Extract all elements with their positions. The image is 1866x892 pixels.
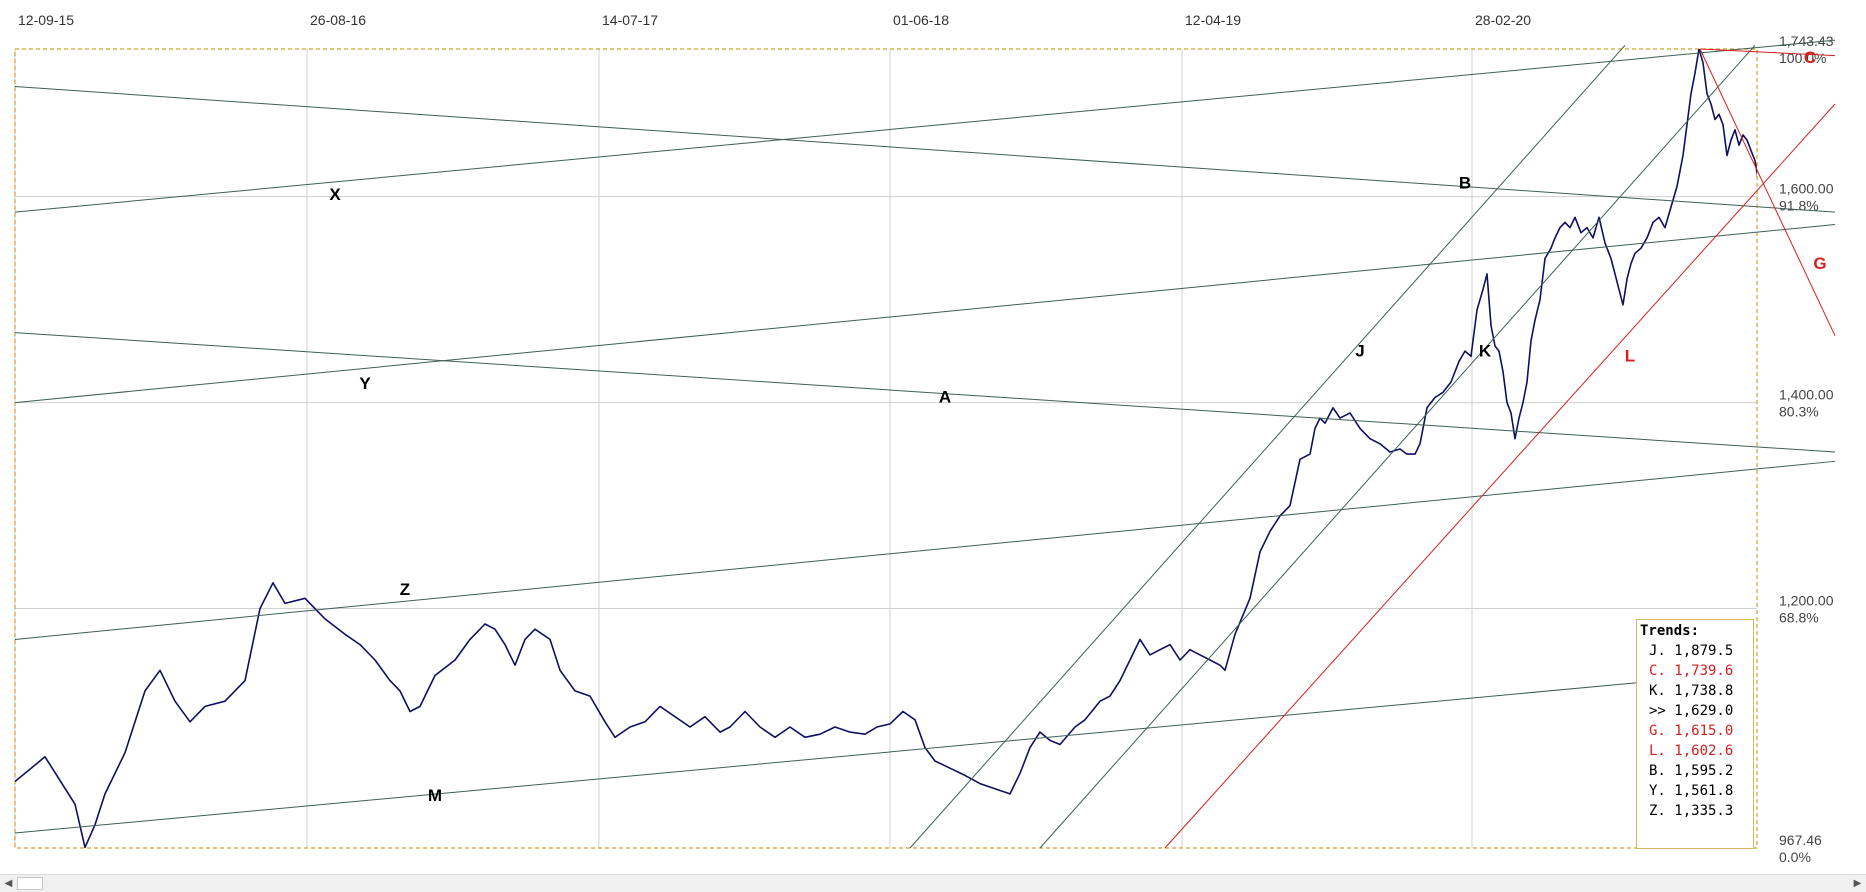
trend-label-L: L — [1625, 346, 1635, 365]
horizontal-scrollbar[interactable]: ◀ ▶ — [0, 874, 1866, 892]
percent-label: 68.8% — [1779, 610, 1819, 626]
trend-line-A — [14, 332, 1836, 453]
trend-line-Y — [14, 223, 1836, 404]
scroll-thumb[interactable] — [17, 877, 43, 890]
trend-label-A: A — [939, 388, 951, 407]
y-axis-label: 1,600.00 — [1779, 181, 1834, 197]
trend-label-K: K — [1479, 341, 1492, 360]
scroll-left-icon[interactable]: ◀ — [4, 878, 13, 889]
date-label: 28-02-20 — [1475, 12, 1531, 28]
trends-title: Trends: — [1640, 623, 1700, 639]
percent-label: 100.0% — [1779, 50, 1826, 66]
trend-line-X — [14, 39, 1836, 213]
trend-line-Z — [14, 460, 1836, 640]
trend-row: Y. 1,561.8 — [1649, 783, 1734, 799]
trends-panel: Trends: J. 1,879.5 C. 1,739.6 K. 1,738.8 >>… — [1636, 619, 1754, 849]
trend-line-M — [14, 674, 1716, 834]
trend-label-B: B — [1459, 173, 1471, 192]
y-axis-label: 1,400.00 — [1779, 387, 1834, 403]
trend-line-L — [1164, 103, 1836, 849]
trend-label-Z: Z — [400, 580, 410, 599]
trend-row: J. 1,879.5 — [1649, 643, 1734, 659]
trend-label-Y: Y — [359, 374, 371, 393]
price-line — [15, 49, 1757, 848]
trend-line-C — [1699, 48, 1836, 57]
date-label: 12-04-19 — [1185, 12, 1241, 28]
trend-row: B. 1,595.2 — [1649, 763, 1734, 779]
percent-label: 80.3% — [1779, 404, 1819, 420]
y-axis-label: 1,743.43 — [1779, 33, 1834, 49]
trend-row: C. 1,739.6 — [1649, 663, 1734, 679]
trend-line-K — [1039, 44, 1756, 849]
plot-frame — [14, 48, 1758, 849]
trend-line-G — [1699, 48, 1836, 336]
trend-row: K. 1,738.8 — [1649, 683, 1734, 699]
trend-lines-group — [15, 49, 1757, 848]
trends-list: J. 1,879.5 C. 1,739.6 K. 1,738.8 >> 1,629.0… — [1639, 641, 1753, 821]
date-label: 14-07-17 — [602, 12, 658, 28]
trend-row: >> 1,629.0 — [1649, 703, 1734, 719]
trend-label-J: J — [1355, 341, 1364, 360]
y-axis-label: 967.46 — [1779, 832, 1822, 848]
trend-row: L. 1,602.6 — [1649, 743, 1734, 759]
scroll-right-icon[interactable]: ▶ — [1853, 878, 1862, 889]
trend-label-X: X — [329, 185, 341, 204]
date-label: 01-06-18 — [893, 12, 949, 28]
trend-label-M: M — [428, 786, 442, 805]
trend-row: Z. 1,335.3 — [1649, 803, 1734, 819]
percent-label: 0.0% — [1779, 849, 1811, 865]
percent-label: 91.8% — [1779, 198, 1819, 214]
date-label: 12-09-15 — [18, 12, 74, 28]
date-label: 26-08-16 — [310, 12, 366, 28]
trend-line-B — [14, 86, 1836, 213]
trend-row: G. 1,615.0 — [1649, 723, 1734, 739]
trend-label-G: G — [1813, 254, 1826, 273]
y-axis-label: 1,200.00 — [1779, 593, 1834, 609]
trend-label-C: C — [1804, 48, 1816, 67]
trend-line-J — [909, 44, 1626, 849]
